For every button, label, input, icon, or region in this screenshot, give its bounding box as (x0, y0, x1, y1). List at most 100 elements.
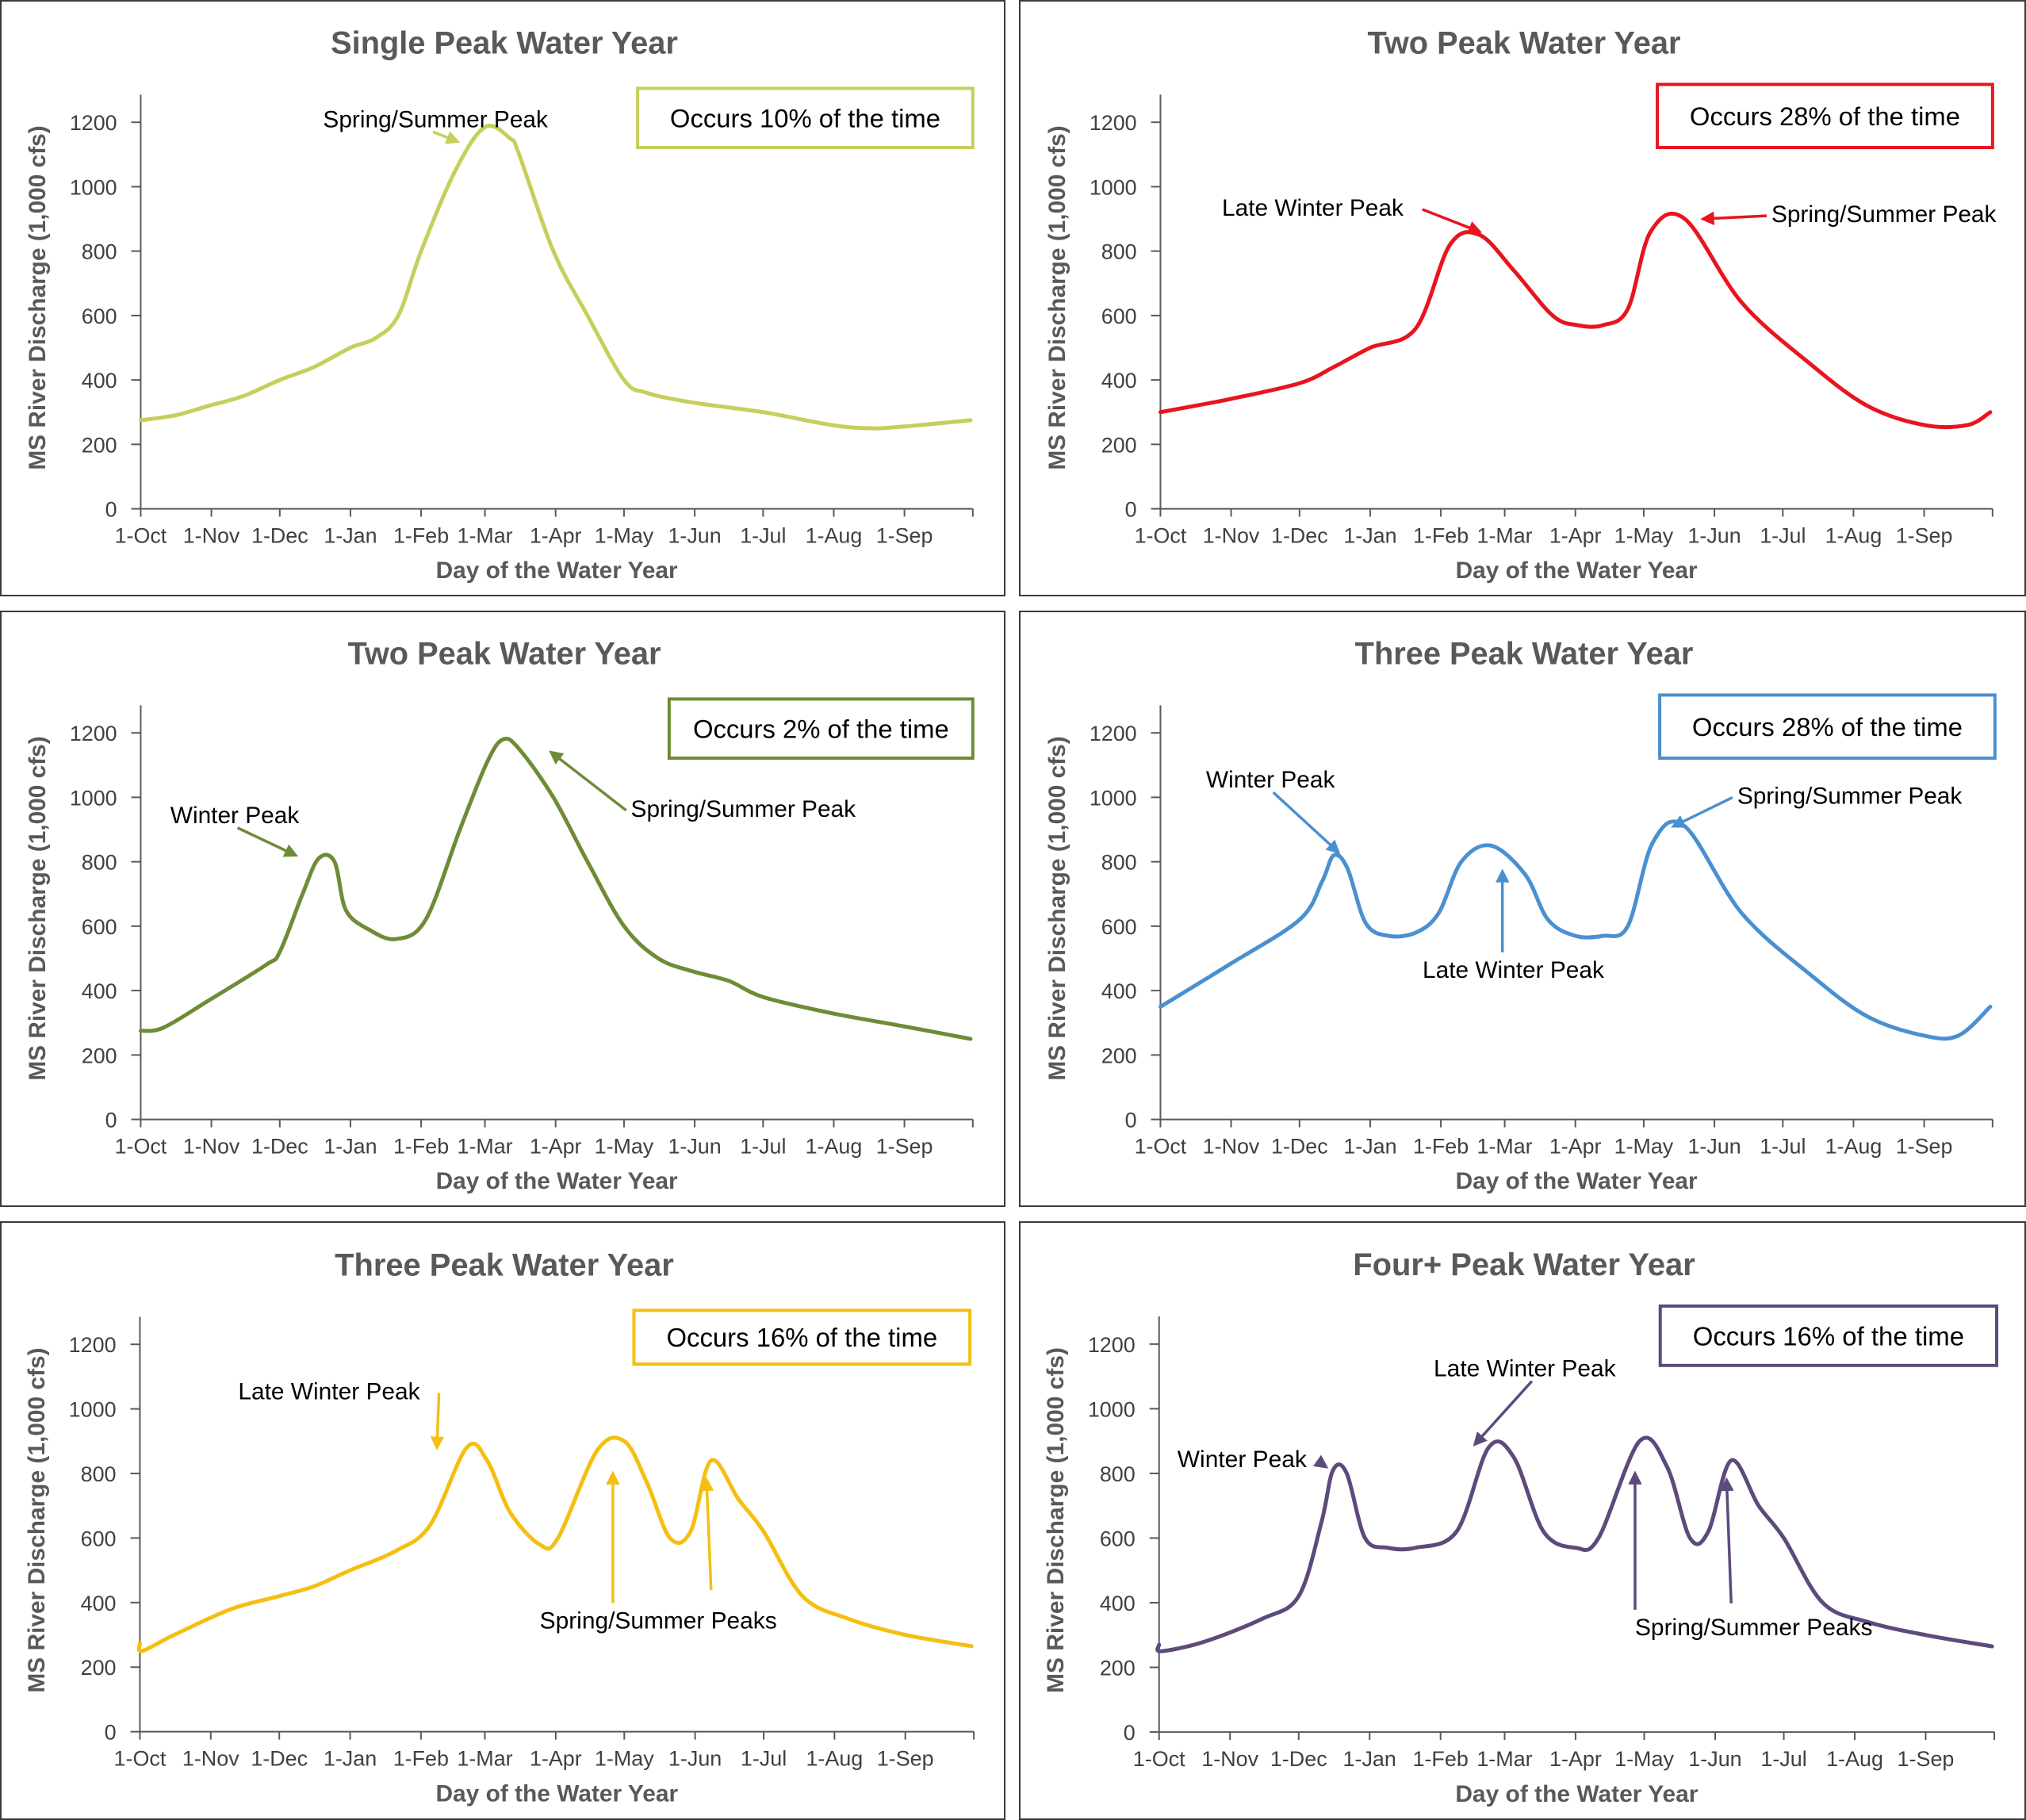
x-tick-label: 1-Apr (1549, 1747, 1602, 1771)
x-tick-label: 1-Oct (1133, 1747, 1185, 1771)
x-tick-label: 1-Jan (1343, 523, 1396, 547)
x-tick-label: 1-Sep (877, 1747, 934, 1771)
annotation-label: Winter Peak (1206, 767, 1335, 793)
chart-svg: Two Peak Water Year 0 200 400 600 800 1000 1200… (25, 637, 975, 1194)
y-axis-label: MS River Discharge (1,000 cfs) (24, 1347, 50, 1692)
y-tick-label: 200 (82, 1044, 117, 1067)
y-tick-label: 1200 (70, 111, 117, 135)
x-tick-label: 1-Mar (457, 1747, 512, 1771)
y-tick-label: 800 (81, 1462, 117, 1486)
x-tick-label: 1-Dec (1271, 523, 1328, 547)
x-tick-label: 1-Nov (183, 1134, 240, 1158)
annotation-label: Spring/Summer Peaks (1635, 1615, 1873, 1641)
annotation-arrow (549, 750, 627, 812)
x-tick-label: 1-Feb (393, 523, 449, 547)
occurrence-text: Occurs 16% of the time (666, 1323, 937, 1352)
series-line (138, 736, 973, 1041)
x-tick-label: 1-Nov (1203, 523, 1260, 547)
chart-panel: Four+ Peak Water Year 0 200 400 600 800 1000 12… (1019, 1221, 2026, 1820)
y-tick-label: 400 (82, 369, 117, 393)
x-axis-label: Day of the Water Year (1455, 1781, 1698, 1807)
y-tick-label: 200 (82, 433, 117, 457)
annotation-label: Winter Peak (1178, 1446, 1308, 1473)
x-tick-label: 1-Jun (668, 1134, 721, 1158)
x-tick-label: 1-Apr (530, 1747, 582, 1771)
series-line (1158, 819, 1993, 1041)
annotation-label: Late Winter Peak (1423, 957, 1604, 983)
x-tick-label: 1-Feb (1412, 1747, 1468, 1771)
y-tick-label: 400 (1101, 979, 1137, 1003)
y-tick-label: 0 (1124, 1721, 1136, 1745)
y-tick-label: 200 (81, 1656, 117, 1680)
annotation-label: Late Winter Peak (1222, 195, 1404, 221)
x-tick-label: 1-Jul (1760, 523, 1806, 547)
x-tick-label: 1-May (1614, 1747, 1674, 1771)
series-line (1155, 1435, 1994, 1653)
x-tick-label: 1-Aug (1825, 523, 1882, 547)
chart-svg: Four+ Peak Water Year 0 200 400 600 800 1000 12… (1043, 1247, 1999, 1807)
x-tick-label: 1-Apr (1549, 523, 1602, 547)
series-line (138, 124, 973, 431)
x-tick-label: 1-Feb (1413, 523, 1469, 547)
occurrence-box (632, 1308, 972, 1366)
y-tick-label: 600 (81, 1527, 117, 1550)
annotation-label: Late Winter Peak (1434, 1356, 1617, 1382)
chart-title: Four+ Peak Water Year (1353, 1247, 1695, 1282)
x-tick-label: 1-Nov (183, 523, 240, 547)
x-tick-label: 1-Aug (806, 1134, 863, 1158)
y-tick-label: 800 (1100, 1462, 1136, 1486)
y-tick-label: 600 (1100, 1527, 1136, 1550)
x-tick-label: 1-Apr (530, 523, 582, 547)
x-tick-label: 1-Oct (1135, 523, 1187, 547)
x-tick-label: 1-Oct (115, 1134, 167, 1158)
x-tick-label: 1-Dec (1270, 1747, 1327, 1771)
x-tick-label: 1-Jan (1343, 1747, 1396, 1771)
x-tick-label: 1-Oct (115, 523, 167, 547)
x-tick-label: 1-Mar (458, 523, 513, 547)
x-tick-label: 1-Oct (1135, 1134, 1187, 1158)
chart-title: Two Peak Water Year (1368, 26, 1681, 61)
annotation-label: Late Winter Peak (238, 1378, 419, 1404)
x-tick-label: 1-Jul (740, 1134, 786, 1158)
x-axis-label: Day of the Water Year (1456, 557, 1698, 584)
x-tick-label: 1-May (595, 523, 654, 547)
chart-title: Three Peak Water Year (1355, 637, 1694, 672)
y-axis-label: MS River Discharge (1,000 cfs) (1044, 125, 1070, 469)
x-tick-label: 1-May (1614, 523, 1674, 547)
chart-title: Three Peak Water Year (335, 1247, 674, 1282)
x-tick-label: 1-Jan (324, 523, 377, 547)
occurrence-text: Occurs 10% of the time (670, 104, 940, 133)
y-tick-label: 1000 (1090, 175, 1137, 199)
y-tick-label: 1000 (69, 1398, 117, 1422)
occurrence-box (1658, 1304, 1999, 1367)
x-tick-label: 1-Nov (1201, 1747, 1258, 1771)
y-axis-label: MS River Discharge (1,000 cfs) (1044, 736, 1070, 1080)
x-tick-label: 1-Jun (668, 1747, 722, 1771)
x-tick-label: 1-May (595, 1747, 654, 1771)
x-axis-label: Day of the Water Year (435, 1780, 678, 1807)
x-tick-label: 1-Nov (1203, 1134, 1260, 1158)
x-tick-label: 1-Jun (1687, 1134, 1741, 1158)
x-tick-label: 1-Jun (1687, 523, 1741, 547)
annotation-label: Spring/Summer Peak (1737, 784, 1963, 810)
x-tick-label: 1-Jan (324, 1134, 377, 1158)
chart-svg: Three Peak Water Year 0 200 400 600 800 1000 12… (1044, 637, 1997, 1194)
x-tick-label: 1-Apr (530, 1134, 582, 1158)
annotation-arrow (1422, 208, 1483, 235)
x-tick-label: 1-Jul (1760, 1134, 1806, 1158)
annotation-arrow (1473, 1380, 1534, 1446)
x-tick-label: 1-Jul (740, 523, 786, 547)
chart-svg: Single Peak Water Year 0 200 400 600 800 1000 1… (25, 26, 975, 584)
x-tick-label: 1-Sep (1896, 1134, 1953, 1158)
occurrence-text: Occurs 16% of the time (1693, 1321, 1964, 1351)
x-tick-label: 1-Mar (1476, 1747, 1532, 1771)
occurrence-text: Occurs 28% of the time (1692, 712, 1963, 741)
occurrence-text: Occurs 28% of the time (1690, 102, 1960, 131)
chart-panel: Three Peak Water Year 0 200 400 600 800 1000 12… (1019, 611, 2026, 1207)
annotation-label: Winter Peak (170, 803, 300, 829)
y-axis-label: MS River Discharge (1,000 cfs) (1043, 1347, 1069, 1693)
x-tick-label: 1-Jun (1688, 1747, 1741, 1771)
series-line (1158, 212, 1993, 430)
y-axis-label: MS River Discharge (1,000 cfs) (25, 125, 51, 469)
